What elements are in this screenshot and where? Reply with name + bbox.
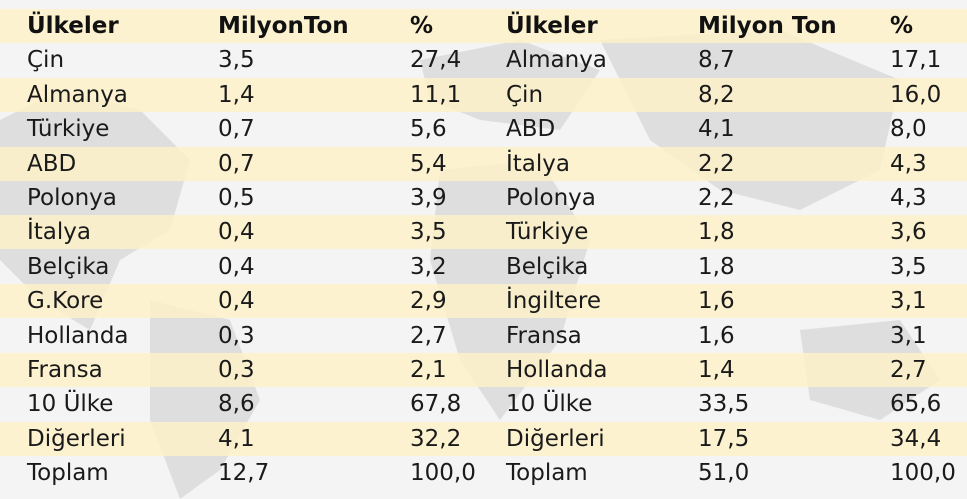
table-cell: 0,3 (218, 322, 255, 349)
table-cell: 1,8 (698, 219, 735, 246)
table-cell: 10 Ülke (506, 391, 593, 418)
table-cell: 1,4 (698, 357, 735, 383)
table-cell: Toplam (27, 460, 109, 487)
table-cell: G.Kore (27, 288, 104, 315)
table-cell: 3,5 (890, 253, 927, 280)
table-cell: 27,4 (410, 47, 462, 74)
table-cell: 0,4 (218, 253, 255, 280)
table-cell: 1,6 (698, 322, 735, 349)
table-cell: 0,7 (218, 150, 255, 177)
table-cell: Polonya (27, 185, 117, 211)
table-cell: 4,3 (890, 185, 927, 211)
table-cell: Fransa (27, 357, 103, 383)
table-cell: 2,2 (698, 185, 735, 211)
table-cell: 2,1 (410, 357, 447, 383)
table-cell: 2,7 (890, 357, 927, 383)
table-cell: 16,0 (890, 81, 942, 108)
table-cell: Hollanda (27, 322, 129, 349)
table-cell: 1,6 (698, 288, 735, 315)
table-cell: İtalya (27, 219, 91, 246)
row-band (0, 146, 967, 181)
table-cell: 8,0 (890, 116, 927, 143)
table-cell: 100,0 (410, 460, 476, 487)
table-cell: 4,3 (890, 150, 927, 177)
table-cell: 17,5 (698, 425, 750, 452)
row-band (0, 284, 967, 319)
table-cell: 1,8 (698, 253, 735, 280)
table-cell: 0,7 (218, 116, 255, 143)
table-cell: Türkiye (506, 219, 589, 246)
table-cell: 65,6 (890, 391, 942, 418)
table-cell: Almanya (506, 47, 607, 74)
row-band (0, 77, 967, 112)
table-cell: 5,6 (410, 116, 447, 143)
table-cell: 3,1 (890, 288, 927, 315)
table-cell: 11,1 (410, 81, 462, 108)
row-band (0, 215, 967, 250)
table-cell: 5,4 (410, 150, 447, 177)
table-cell: 100,0 (890, 460, 956, 487)
table-cell: 3,5 (410, 219, 447, 246)
table-cell: Çin (27, 47, 65, 74)
table-cell: Almanya (27, 81, 128, 108)
table-cell: Toplam (506, 460, 588, 487)
table-cell: 8,7 (698, 47, 735, 74)
table-cell: 8,6 (218, 391, 255, 418)
table-cell: 12,7 (218, 460, 270, 487)
table-cell: ABD (27, 150, 77, 177)
table-cell: 3,1 (890, 322, 927, 349)
table-cell: 33,5 (698, 391, 750, 418)
table-cell: Hollanda (506, 357, 608, 383)
header-band (0, 9, 967, 43)
table-cell: Fransa (506, 322, 582, 349)
table-cell: 34,4 (890, 425, 942, 452)
table-cell: 2,7 (410, 322, 447, 349)
table-cell: 17,1 (890, 47, 942, 74)
row-band (0, 421, 967, 456)
table-cell: Polonya (506, 185, 596, 211)
table-cell: İtalya (506, 150, 570, 177)
table-cell: ABD (506, 116, 556, 143)
table-cell: Çin (506, 81, 544, 108)
table-cell: 3,5 (218, 47, 255, 74)
table-cell: Diğerleri (506, 425, 605, 452)
table-cell: 32,2 (410, 425, 462, 452)
row-band (0, 353, 967, 387)
table-cell: Belçika (506, 253, 589, 280)
column-header: Milyon Ton (698, 13, 837, 39)
column-header: % (890, 13, 914, 39)
table-cell: İngiltere (506, 288, 602, 315)
table-cell: 3,2 (410, 253, 447, 280)
table-cell: 0,5 (218, 185, 255, 211)
table-cell: 2,2 (698, 150, 735, 177)
table-cell: 10 Ülke (27, 391, 114, 418)
table-cell: 4,1 (698, 116, 735, 143)
table-cell: Diğerleri (27, 425, 126, 452)
table-cell: 8,2 (698, 81, 735, 108)
column-header: MilyonTon (218, 13, 349, 39)
column-header: Ülkeler (27, 13, 119, 39)
table-cell: Belçika (27, 253, 110, 280)
table-cell: Türkiye (27, 116, 110, 143)
table-cell: 51,0 (698, 460, 750, 487)
table-cell: 3,6 (890, 219, 927, 246)
column-header: Ülkeler (506, 13, 598, 39)
table-cell: 4,1 (218, 425, 255, 452)
table-cell: 1,4 (218, 81, 255, 108)
table-cell: 2,9 (410, 288, 447, 315)
column-header: % (410, 13, 434, 39)
table-cell: 0,4 (218, 288, 255, 315)
table-cell: 0,4 (218, 219, 255, 246)
table-cell: 0,3 (218, 357, 255, 383)
table-cell: 67,8 (410, 391, 462, 418)
table-cell: 3,9 (410, 185, 447, 211)
